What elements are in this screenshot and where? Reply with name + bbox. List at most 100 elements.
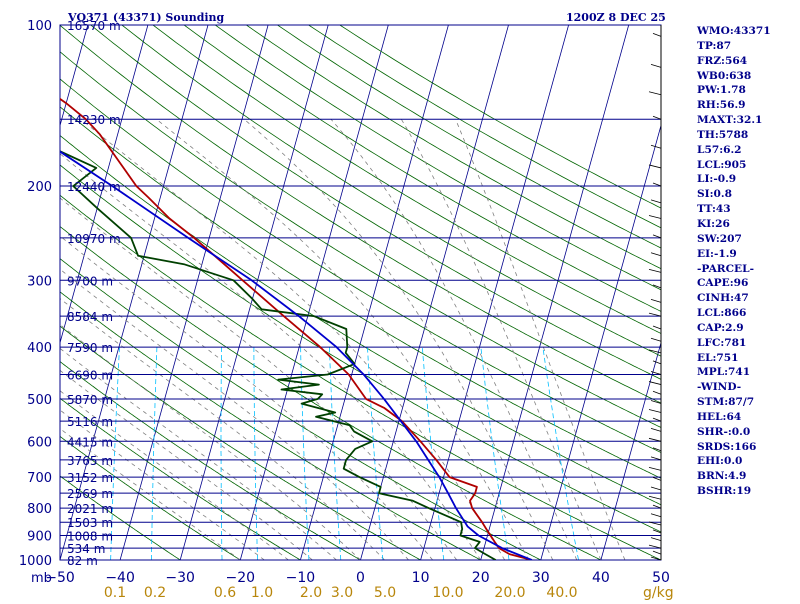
isotherm (0, 25, 28, 560)
wind-barb (649, 269, 661, 272)
isotherm (421, 25, 569, 560)
height-label: 10970 m (67, 232, 121, 246)
wind-barb (651, 253, 661, 256)
index-item: TP:87 (697, 39, 800, 54)
pressure-label: 1000 (19, 554, 52, 569)
index-item: -WIND- (697, 380, 800, 395)
wind-barb (651, 145, 661, 148)
index-item: SRDS:166 (697, 440, 800, 455)
dry-adiabat (0, 25, 781, 560)
height-label: 2021 m (67, 502, 113, 516)
isotherm (300, 25, 448, 560)
wind-barb (651, 200, 661, 203)
index-item: BRN:4.9 (697, 469, 800, 484)
pressure-label: 900 (27, 530, 52, 545)
index-item: TH:5788 (697, 128, 800, 143)
dry-adiabat (0, 25, 421, 560)
wind-barb (651, 514, 661, 517)
index-item: LCL:866 (697, 306, 800, 321)
pressure-label: 500 (27, 393, 52, 408)
temperature-label: −40 (105, 570, 135, 586)
temperature-label: −50 (45, 570, 75, 586)
height-label: 7590 m (67, 341, 113, 355)
temperature-label: 0 (356, 570, 365, 586)
mixing-ratio-line (422, 347, 444, 560)
height-label: 82 m (67, 554, 98, 568)
wind-barb (649, 382, 661, 385)
index-item: LFC:781 (697, 336, 800, 351)
temperature-label: 10 (412, 570, 430, 586)
index-item: SHR-:0.0 (697, 425, 800, 440)
index-item: RH:56.9 (697, 98, 800, 113)
mixing-ratio-label: 10.0 (432, 585, 463, 600)
index-item: EHI:0.0 (697, 454, 800, 469)
wind-barb (649, 92, 661, 95)
wind-barb (649, 496, 661, 499)
moist-adiabat (401, 119, 601, 560)
mixing-ratio-line (543, 347, 579, 560)
temperature-label: 50 (652, 570, 670, 586)
wind-barb (651, 538, 661, 541)
index-item: FRZ:564 (697, 54, 800, 69)
pressure-label: 200 (27, 180, 52, 195)
height-label: 8584 m (67, 310, 113, 324)
index-item: LI:-0.9 (697, 172, 800, 187)
index-item: CAPE:96 (697, 276, 800, 291)
height-label: 3765 m (67, 454, 113, 468)
pressure-label: 100 (27, 19, 52, 34)
wind-barb (651, 428, 661, 431)
wind-barb (649, 165, 661, 168)
height-label: 2569 m (67, 487, 113, 501)
mixing-ratio-label: 40.0 (546, 585, 577, 600)
temperature-label: 40 (592, 570, 610, 586)
index-item: STM:87/7 (697, 395, 800, 410)
mixing-ratio-label: 0.2 (144, 585, 166, 600)
index-item: TT:43 (697, 202, 800, 217)
dry-adiabat (0, 25, 361, 560)
height-label: 5116 m (67, 415, 113, 429)
index-item: HEL:64 (697, 410, 800, 425)
mixing-ratio-label: 5.0 (374, 585, 396, 600)
wind-barb (651, 487, 661, 490)
wind-barb (653, 33, 661, 36)
height-label: 9700 m (67, 274, 113, 288)
height-label: 12440 m (67, 180, 121, 194)
wind-barb (653, 551, 661, 554)
dry-adiabat (60, 25, 800, 560)
mixing-ratio-label: 20.0 (494, 585, 525, 600)
observation-time: 1200Z 8 DEC 25 (566, 11, 666, 24)
wind-barb (653, 361, 661, 364)
height-label: 14230 m (67, 113, 121, 127)
height-label: 4415 m (67, 435, 113, 449)
dry-adiabat (29, 25, 800, 560)
mixing-ratio-line (151, 347, 157, 560)
height-label: 5870 m (67, 393, 113, 407)
moist-adiabat (0, 186, 385, 560)
mixing-ratio-line (301, 347, 309, 560)
index-item: CAP:2.9 (697, 321, 800, 336)
wind-barb (649, 216, 661, 219)
index-item: LCL:905 (697, 158, 800, 173)
index-item: BSHR:19 (697, 484, 800, 499)
temperature-label: −20 (226, 570, 256, 586)
index-item: -PARCEL- (697, 262, 800, 277)
mixing-ratio-unit-label: g/kg (643, 585, 674, 600)
station-title: VQ371 (43371) Sounding (67, 11, 225, 24)
height-label: 6690 m (67, 368, 113, 382)
temperature-label: 30 (532, 570, 550, 586)
index-item: MAXT:32.1 (697, 113, 800, 128)
index-item: CINH:47 (697, 291, 800, 306)
wind-barb (651, 338, 661, 341)
pressure-label: 600 (27, 435, 52, 450)
temperature-label: −10 (286, 570, 316, 586)
mixing-ratio-label: 0.1 (104, 585, 126, 600)
wind-barb (653, 391, 661, 394)
index-item: PW:1.78 (697, 83, 800, 98)
pressure-label: 300 (27, 274, 52, 289)
temperature-label: 20 (472, 570, 490, 586)
temperature-label: −30 (165, 570, 195, 586)
plot-frame (60, 25, 661, 560)
